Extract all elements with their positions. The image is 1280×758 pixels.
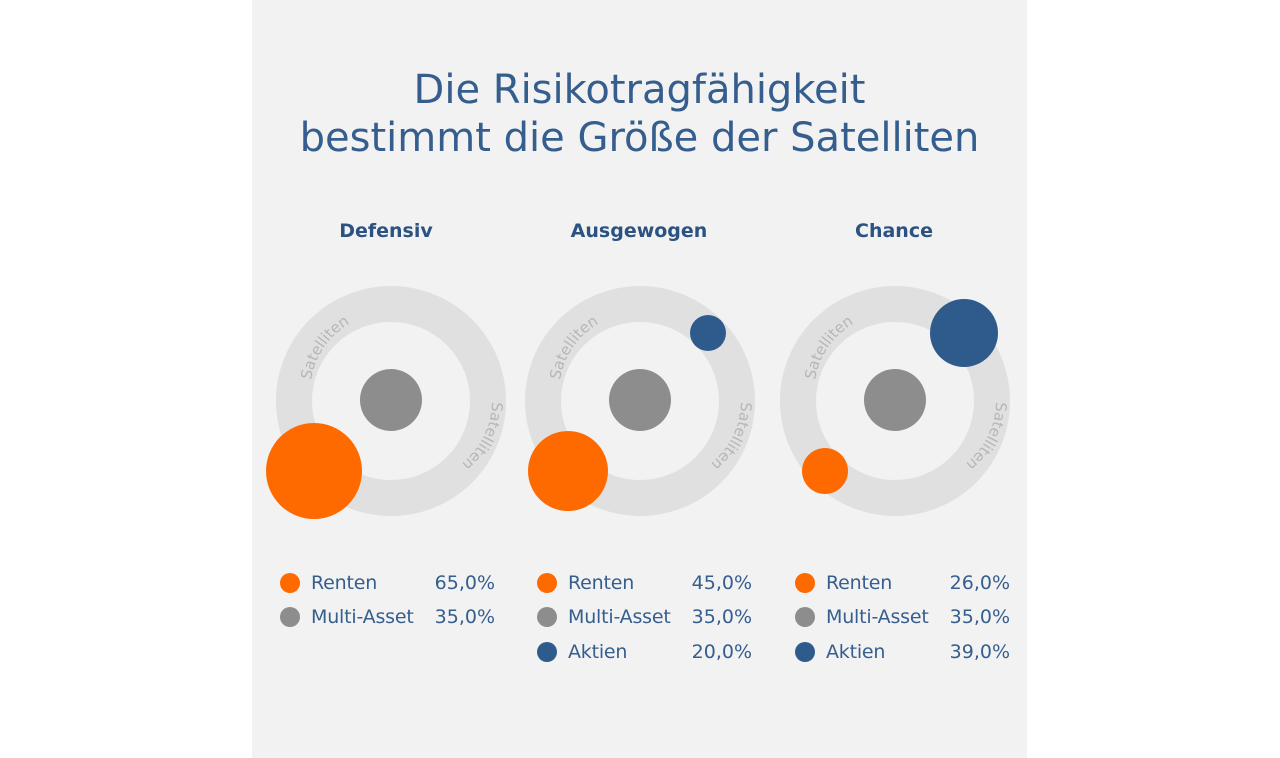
diagram-defensiv: Satelliten Satelliten [266, 286, 506, 519]
legend-row-renten: Renten 65,0% [280, 570, 495, 596]
legend-row-renten: Renten 26,0% [795, 570, 1010, 596]
legend-label: Renten [826, 572, 893, 594]
satellite-diagrams: Satelliten Satelliten Satelliten Satelli… [266, 286, 1010, 519]
portfolio-title-defensiv: Defensiv [339, 220, 433, 242]
renten-dot-icon [795, 573, 815, 593]
legend-value: 26,0% [949, 572, 1010, 594]
infographic-panel: Die Risikotragfähigkeit bestimmt die Grö… [252, 0, 1027, 758]
legend-row-multi-asset: Multi-Asset 35,0% [280, 604, 495, 630]
legend-row-multi-asset: Multi-Asset 35,0% [537, 604, 752, 630]
core-multi-asset-circle [360, 369, 422, 431]
portfolio-title-ausgewogen: Ausgewogen [570, 220, 708, 242]
multi-asset-dot-icon [795, 607, 815, 627]
legend-value: 65,0% [434, 572, 495, 594]
core-multi-asset-circle [609, 369, 671, 431]
satellite-ring [276, 286, 506, 516]
legend-label: Multi-Asset [568, 606, 671, 628]
renten-dot-icon [280, 573, 300, 593]
multi-asset-dot-icon [537, 607, 557, 627]
legend-label: Renten [568, 572, 635, 594]
title-line-2: bestimmt die Größe der Satelliten [299, 115, 980, 161]
multi-asset-dot-icon [280, 607, 300, 627]
legend-value: 35,0% [691, 606, 752, 628]
satellite-renten-circle [528, 431, 608, 511]
legend-value: 35,0% [434, 606, 495, 628]
legend-row-aktien: Aktien 39,0% [795, 639, 1010, 665]
aktien-dot-icon [537, 642, 557, 662]
core-multi-asset-circle [864, 369, 926, 431]
legend-value: 20,0% [691, 641, 752, 663]
satellite-renten-circle [802, 448, 848, 494]
legend-row-renten: Renten 45,0% [537, 570, 752, 596]
satellite-renten-circle [266, 423, 362, 519]
diagram-ausgewogen: Satelliten Satelliten [525, 286, 755, 516]
legend-value: 39,0% [949, 641, 1010, 663]
infographic-title: Die Risikotragfähigkeit bestimmt die Grö… [252, 66, 1027, 162]
renten-dot-icon [537, 573, 557, 593]
satellite-ring [780, 286, 1010, 516]
legend-row-aktien: Aktien 20,0% [537, 639, 752, 665]
satellite-ring [525, 286, 755, 516]
legend-label: Multi-Asset [826, 606, 929, 628]
diagram-chance: Satelliten Satelliten [780, 286, 1010, 516]
legend-label: Renten [311, 572, 378, 594]
satellite-aktien-circle [930, 299, 998, 367]
aktien-dot-icon [795, 642, 815, 662]
legend-label: Multi-Asset [311, 606, 414, 628]
legend-value: 35,0% [949, 606, 1010, 628]
legend-label: Aktien [826, 641, 886, 663]
legend-label: Aktien [568, 641, 628, 663]
legend-value: 45,0% [691, 572, 752, 594]
legend-row-multi-asset: Multi-Asset 35,0% [795, 604, 1010, 630]
satellite-aktien-circle [690, 315, 726, 351]
title-line-1: Die Risikotragfähigkeit [413, 67, 866, 113]
portfolio-title-chance: Chance [855, 220, 933, 242]
